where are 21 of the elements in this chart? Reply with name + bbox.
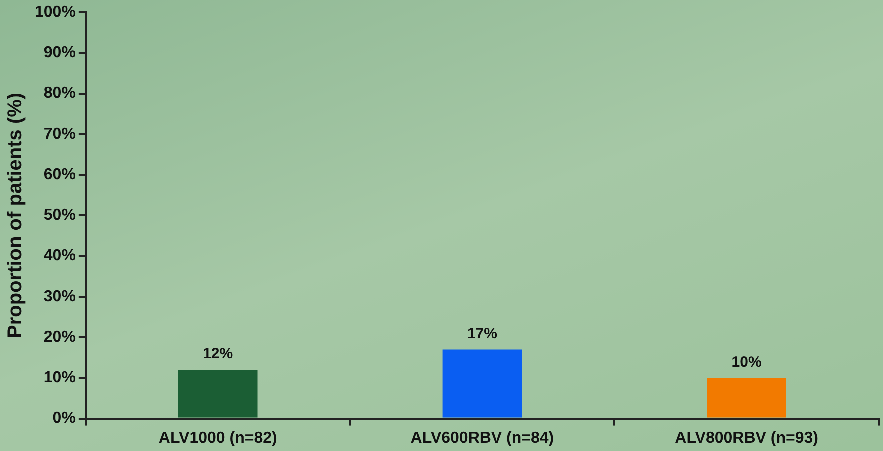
y-tick-label: 20% — [44, 328, 76, 346]
bar — [178, 370, 258, 418]
y-tick-label: 10% — [44, 370, 76, 387]
x-tick-label: ALV1000 (n=82) — [158, 430, 278, 447]
x-tick-label: ALV600RBV (n=84) — [410, 430, 554, 447]
y-tick-label: 0% — [52, 410, 76, 428]
y-tick-label: 80% — [44, 85, 76, 102]
y-tick-label: 70% — [44, 126, 76, 143]
data-label: 10% — [732, 354, 762, 371]
y-tick-label: 50% — [44, 207, 76, 224]
data-label: 17% — [467, 325, 498, 342]
y-tick-label: 60% — [44, 166, 76, 184]
y-axis-title: Proportion of patients (%) — [4, 92, 27, 338]
x-tick-label: ALV800RBV (n=93) — [675, 430, 818, 447]
y-tick-label: 100% — [35, 4, 76, 22]
data-label: 12% — [203, 346, 234, 363]
bar — [707, 378, 786, 418]
bar — [442, 350, 522, 418]
y-tick-label: 40% — [44, 248, 76, 265]
y-tick-label: 90% — [44, 44, 76, 62]
y-tick-label: 30% — [44, 288, 76, 306]
